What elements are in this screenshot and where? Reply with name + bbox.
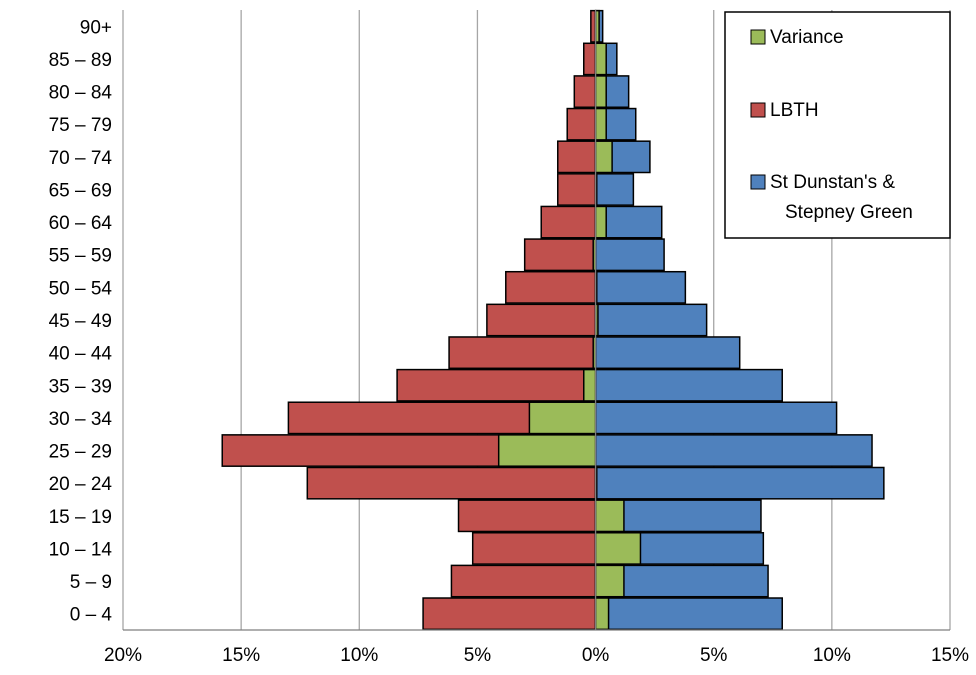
bar-variance-0	[594, 597, 610, 631]
legend-swatch-0	[750, 29, 766, 45]
bar-lbth-4	[306, 466, 597, 500]
legend-swatch-2	[750, 174, 766, 190]
bar-st-dunstans-4	[594, 466, 885, 500]
bar-lbth-7	[396, 368, 597, 402]
bar-lbth-8	[448, 336, 597, 370]
legend-label-0: Variance	[770, 27, 844, 48]
bar-st-dunstans-13	[594, 173, 635, 206]
bar-lbth-9	[486, 303, 597, 337]
y-tick-label: 50 – 54	[49, 278, 113, 299]
y-tick-label: 40 – 44	[49, 344, 113, 365]
axes	[123, 10, 950, 631]
y-tick-label: 45 – 49	[49, 311, 112, 332]
bar-st-dunstans-7	[594, 368, 783, 402]
bar-lbth-13	[557, 173, 597, 206]
bar-lbth-12	[540, 205, 597, 239]
y-tick-label: 30 – 34	[49, 409, 113, 430]
y-tick-label: 70 – 74	[49, 148, 113, 169]
bar-st-dunstans-5	[594, 434, 873, 467]
bar-st-dunstans-10	[594, 270, 687, 304]
bar-lbth-0	[422, 597, 597, 631]
bar-lbth-16	[573, 75, 597, 108]
bar-variance-17	[594, 42, 607, 76]
y-tick-label: 65 – 69	[49, 180, 112, 201]
bar-variance-15	[594, 107, 607, 141]
y-tick-label: 60 – 64	[49, 213, 113, 234]
y-tick-label: 85 – 89	[49, 50, 112, 71]
x-tick-label: 10%	[813, 645, 851, 666]
x-tick-label: 10%	[340, 645, 378, 666]
bar-variance-6	[528, 401, 597, 435]
bar-variance-2	[594, 532, 642, 565]
bar-lbth-2	[471, 532, 597, 565]
bar-st-dunstans-11	[594, 238, 665, 272]
gridlines	[122, 10, 951, 630]
bar-st-dunstans-9	[594, 303, 708, 337]
y-tick-label: 55 – 59	[49, 246, 112, 267]
bar-variance-1	[594, 564, 625, 598]
legend-box	[724, 11, 951, 239]
y-tick-label: 80 – 84	[49, 83, 113, 104]
y-tick-label: 35 – 39	[49, 376, 112, 397]
bar-lbth-1	[450, 564, 597, 598]
bar-variance-14	[594, 140, 613, 174]
bar-variance-7	[583, 368, 597, 402]
y-tick-label: 90+	[80, 17, 112, 38]
bar-lbth-3	[457, 499, 597, 533]
bar-variance-12	[594, 205, 607, 239]
y-tick-label: 75 – 79	[49, 115, 112, 136]
bar-variance-5	[497, 434, 597, 467]
bar-lbth-10	[505, 270, 597, 304]
series-variance-bars	[497, 9, 642, 631]
bar-lbth-14	[557, 140, 597, 174]
bar-lbth-11	[523, 238, 597, 272]
legend-label-2: St Dunstan's &	[770, 172, 895, 193]
y-tick-label: 0 – 4	[70, 605, 113, 626]
x-tick-label: 5%	[464, 645, 492, 666]
x-tick-label: 15%	[222, 645, 260, 666]
x-tick-label: 15%	[931, 645, 969, 666]
bar-st-dunstans-0	[594, 597, 783, 631]
bar-variance-3	[594, 499, 625, 533]
x-tick-label: 20%	[104, 645, 142, 666]
legend: Variance LBTH St Dunstan's & Stepney Green	[724, 11, 951, 239]
bar-st-dunstans-6	[594, 401, 838, 435]
y-tick-label: 10 – 14	[49, 539, 113, 560]
y-tick-label: 25 – 29	[49, 442, 112, 463]
bar-st-dunstans-8	[594, 336, 741, 370]
x-axis-tick-labels: 20% 15% 10% 5% 0% 5% 10% 15%	[104, 645, 969, 666]
x-tick-label: 5%	[700, 645, 728, 666]
legend-label-2-line2: Stepney Green	[785, 202, 913, 223]
y-tick-label: 20 – 24	[49, 474, 113, 495]
y-tick-label: 15 – 19	[49, 507, 112, 528]
bar-variance-16	[594, 75, 607, 108]
legend-label-1: LBTH	[770, 100, 819, 121]
y-tick-label: 5 – 9	[70, 572, 112, 593]
bar-lbth-17	[583, 42, 597, 76]
bar-lbth-15	[566, 107, 597, 141]
legend-swatch-1	[750, 102, 766, 118]
x-tick-label: 0%	[582, 645, 610, 666]
y-axis-tick-labels: 0 – 4 5 – 9 10 – 14 15 – 19 20 – 24 25 – 29 30…	[49, 17, 113, 625]
